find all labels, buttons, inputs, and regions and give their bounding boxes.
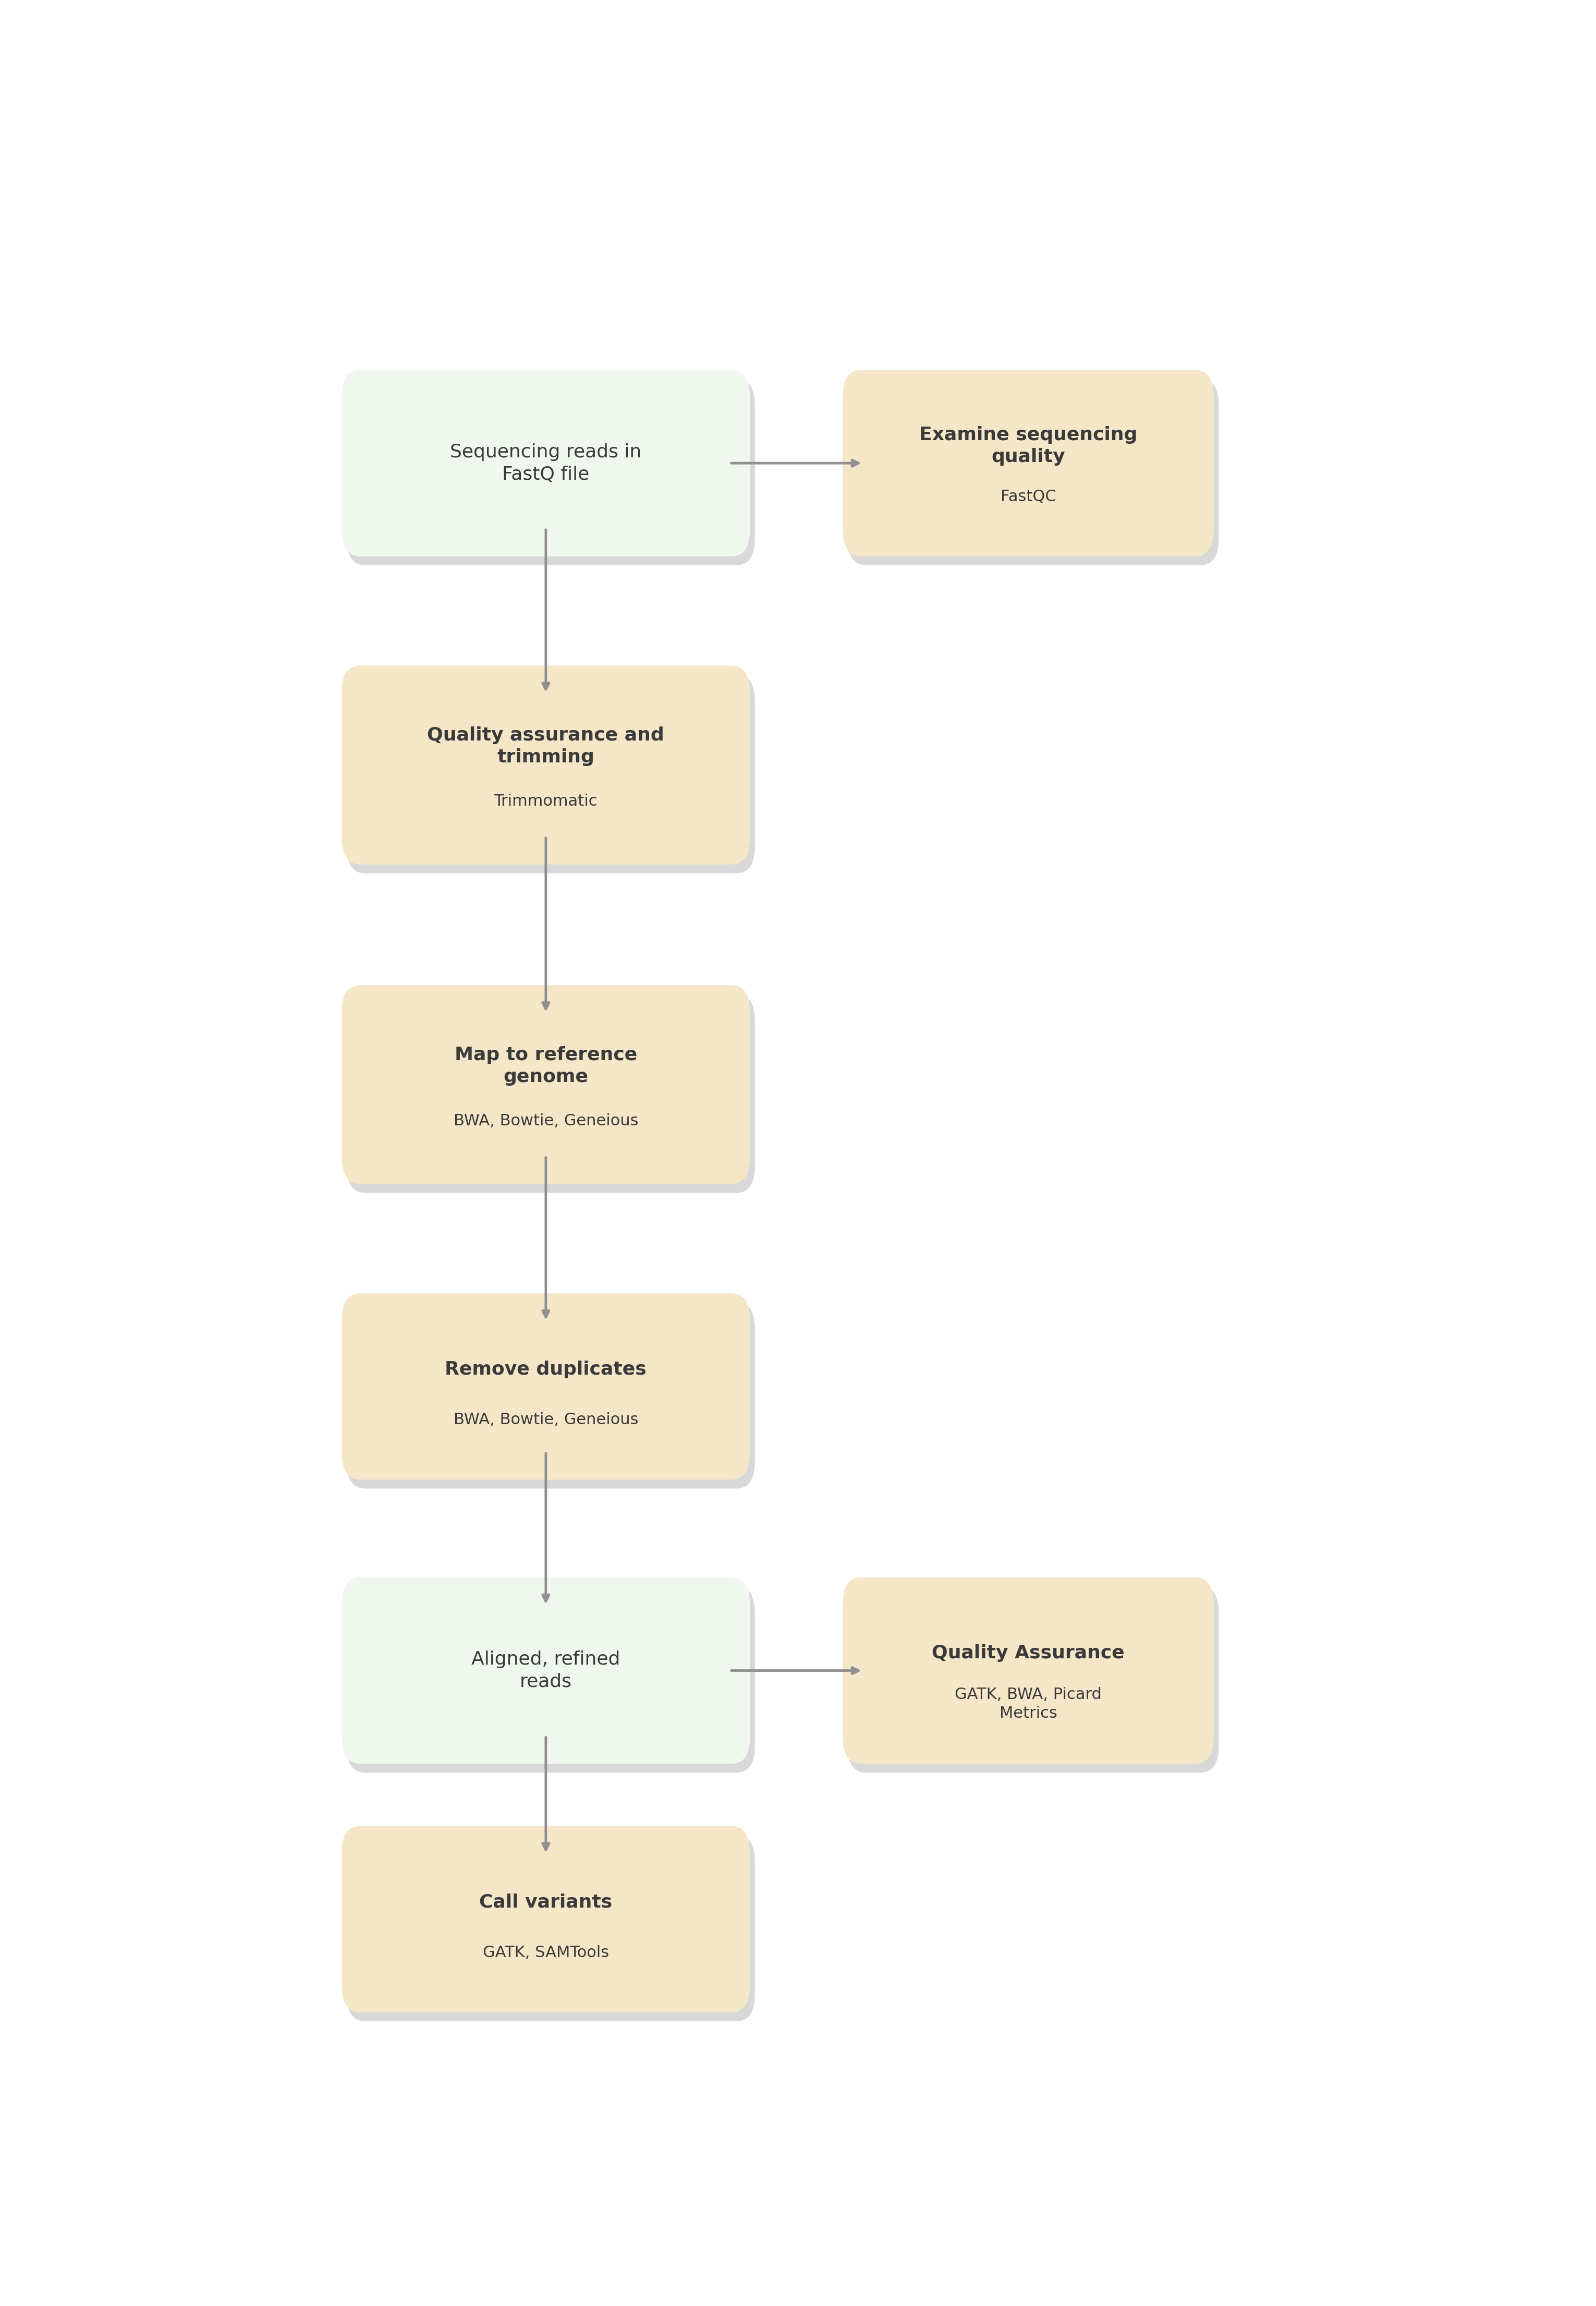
Text: Quality Assurance: Quality Assurance bbox=[932, 1644, 1125, 1663]
FancyBboxPatch shape bbox=[847, 1587, 1219, 1773]
FancyBboxPatch shape bbox=[346, 1836, 755, 2022]
Text: Aligned, refined
reads: Aligned, refined reads bbox=[471, 1651, 621, 1690]
FancyBboxPatch shape bbox=[346, 1303, 755, 1490]
Text: GATK, BWA, Picard
Metrics: GATK, BWA, Picard Metrics bbox=[954, 1688, 1101, 1720]
FancyBboxPatch shape bbox=[342, 985, 750, 1183]
FancyBboxPatch shape bbox=[346, 673, 755, 874]
Text: Sequencing reads in
FastQ file: Sequencing reads in FastQ file bbox=[450, 443, 642, 482]
FancyBboxPatch shape bbox=[342, 1826, 750, 2013]
Text: FastQC: FastQC bbox=[1001, 489, 1057, 505]
Text: BWA, Bowtie, Geneious: BWA, Bowtie, Geneious bbox=[453, 1114, 638, 1128]
Text: Call variants: Call variants bbox=[479, 1893, 613, 1912]
FancyBboxPatch shape bbox=[342, 369, 750, 556]
Text: Trimmomatic: Trimmomatic bbox=[495, 793, 597, 809]
FancyBboxPatch shape bbox=[843, 369, 1215, 556]
FancyBboxPatch shape bbox=[847, 378, 1219, 565]
FancyBboxPatch shape bbox=[346, 378, 755, 565]
FancyBboxPatch shape bbox=[346, 994, 755, 1192]
Text: BWA, Bowtie, Geneious: BWA, Bowtie, Geneious bbox=[453, 1411, 638, 1427]
Text: Examine sequencing
quality: Examine sequencing quality bbox=[919, 427, 1138, 466]
FancyBboxPatch shape bbox=[342, 1294, 750, 1480]
Text: Map to reference
genome: Map to reference genome bbox=[455, 1047, 637, 1086]
Text: Remove duplicates: Remove duplicates bbox=[445, 1361, 646, 1379]
FancyBboxPatch shape bbox=[342, 666, 750, 865]
Text: GATK, SAMTools: GATK, SAMTools bbox=[482, 1944, 610, 1960]
FancyBboxPatch shape bbox=[342, 1577, 750, 1764]
Text: Quality assurance and
trimming: Quality assurance and trimming bbox=[428, 726, 664, 766]
FancyBboxPatch shape bbox=[843, 1577, 1215, 1764]
FancyBboxPatch shape bbox=[346, 1587, 755, 1773]
